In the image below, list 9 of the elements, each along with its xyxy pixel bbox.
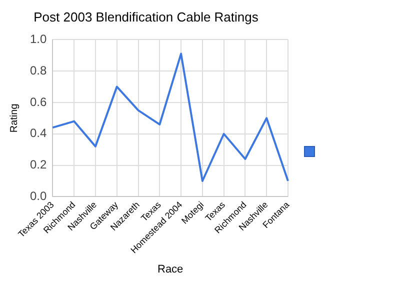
y-tick-label: 0.4 <box>30 126 47 140</box>
y-tick-label: 1.0 <box>30 32 47 46</box>
y-tick-label: 0.0 <box>30 189 47 204</box>
y-axis-title: Rating <box>8 104 20 133</box>
y-tick-label: 0.8 <box>30 63 47 78</box>
x-axis-title: Race <box>157 263 184 276</box>
y-tick-label: 0.6 <box>30 94 47 109</box>
chart-title: Post 2003 Blendification Cable Ratings <box>34 9 259 24</box>
y-tick-label: 0.2 <box>30 158 47 172</box>
